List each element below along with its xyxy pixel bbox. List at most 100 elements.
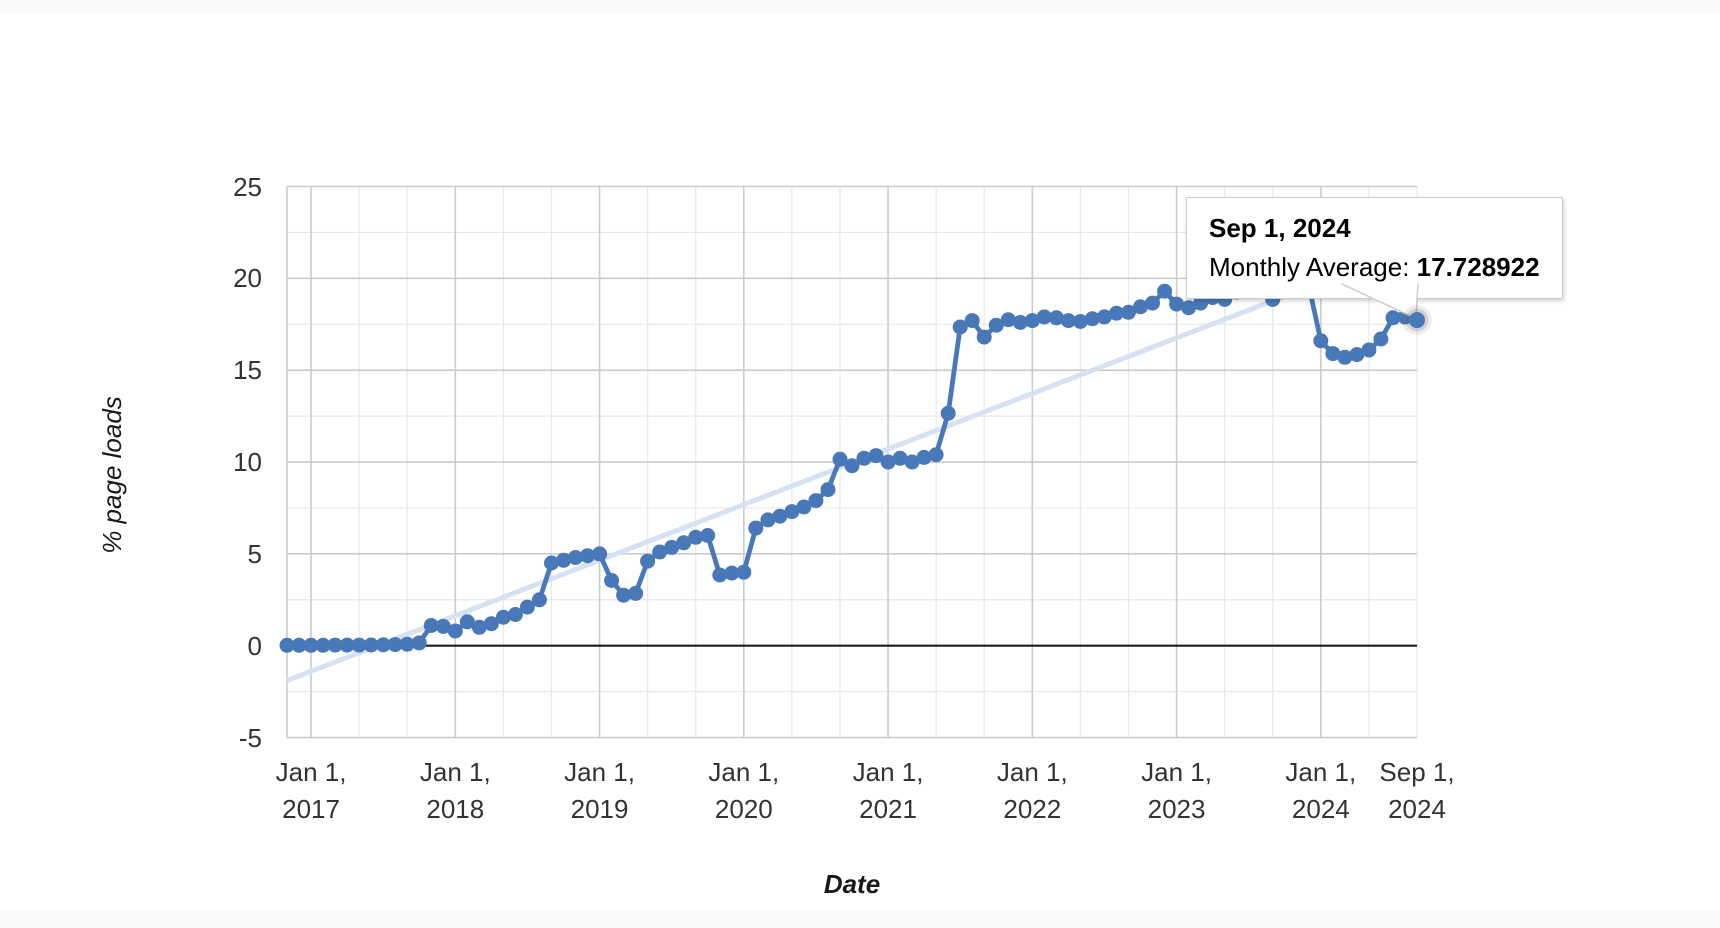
data-point[interactable] bbox=[435, 618, 451, 634]
data-point[interactable] bbox=[904, 454, 920, 470]
data-point[interactable] bbox=[471, 619, 487, 635]
data-point[interactable] bbox=[700, 528, 716, 543]
data-point[interactable] bbox=[375, 637, 391, 653]
x-tick-label: Jan 1, 2023 bbox=[1141, 757, 1212, 824]
data-point[interactable] bbox=[1409, 312, 1425, 328]
y-tick-label: 5 bbox=[247, 538, 262, 569]
data-point[interactable] bbox=[1036, 309, 1052, 325]
data-point[interactable] bbox=[1373, 331, 1389, 347]
data-point[interactable] bbox=[519, 599, 535, 615]
data-point[interactable] bbox=[916, 449, 932, 465]
data-point[interactable] bbox=[952, 319, 968, 335]
data-point[interactable] bbox=[568, 550, 583, 565]
y-tick-label: -5 bbox=[238, 722, 262, 753]
data-point[interactable] bbox=[459, 614, 475, 630]
data-point[interactable] bbox=[1349, 347, 1365, 363]
data-point[interactable] bbox=[1325, 346, 1341, 362]
data-point[interactable] bbox=[856, 450, 872, 466]
data-point[interactable] bbox=[1109, 305, 1124, 321]
data-point[interactable] bbox=[556, 552, 571, 568]
data-point[interactable] bbox=[483, 616, 499, 632]
data-point[interactable] bbox=[1024, 313, 1040, 329]
data-point[interactable] bbox=[940, 405, 956, 421]
data-point[interactable] bbox=[1313, 333, 1329, 349]
data-point[interactable] bbox=[796, 499, 812, 515]
data-point[interactable] bbox=[1337, 349, 1353, 365]
x-tick-label: Jan 1, 2018 bbox=[419, 757, 491, 824]
data-point[interactable] bbox=[411, 635, 427, 651]
data-point[interactable] bbox=[1012, 314, 1028, 330]
x-tick-label: Sep 1, 2024 bbox=[1379, 757, 1455, 824]
data-point[interactable] bbox=[784, 504, 800, 520]
data-point[interactable] bbox=[1169, 296, 1185, 312]
data-point[interactable] bbox=[604, 573, 620, 588]
data-point[interactable] bbox=[447, 623, 463, 639]
data-point[interactable] bbox=[399, 636, 415, 652]
data-point[interactable] bbox=[1133, 299, 1148, 315]
tooltip-date: Sep 1, 2024 bbox=[1209, 213, 1351, 243]
y-tick-label: 10 bbox=[233, 447, 262, 478]
data-point[interactable] bbox=[1157, 283, 1173, 299]
data-point[interactable] bbox=[1121, 304, 1136, 320]
data-point[interactable] bbox=[976, 329, 992, 345]
y-tick-label: 25 bbox=[233, 171, 262, 202]
data-point[interactable] bbox=[351, 637, 367, 653]
data-point[interactable] bbox=[315, 637, 331, 653]
data-point[interactable] bbox=[808, 493, 824, 509]
data-point[interactable] bbox=[303, 637, 319, 653]
x-tick-label: Jan 1, 2022 bbox=[996, 757, 1068, 824]
data-point[interactable] bbox=[880, 454, 896, 470]
data-point[interactable] bbox=[1060, 313, 1076, 329]
data-point[interactable] bbox=[1000, 312, 1016, 328]
data-point[interactable] bbox=[279, 637, 295, 653]
data-point[interactable] bbox=[928, 447, 944, 463]
data-point[interactable] bbox=[652, 544, 668, 560]
tooltip-series-line: Monthly Average: 17.728922 bbox=[1209, 248, 1540, 287]
data-point[interactable] bbox=[363, 637, 379, 653]
data-point[interactable] bbox=[736, 564, 752, 580]
data-point[interactable] bbox=[844, 458, 860, 474]
data-point[interactable] bbox=[507, 607, 523, 622]
data-point[interactable] bbox=[339, 637, 355, 653]
data-point[interactable] bbox=[640, 553, 656, 569]
chart[interactable]: 25 20 15 10 5 0 -5 Jan 1, 2017 Jan 1, 2018 Jan 1… bbox=[0, 13, 1720, 911]
data-point[interactable] bbox=[748, 520, 764, 536]
data-point[interactable] bbox=[832, 451, 848, 467]
page-top-strip bbox=[0, 0, 1720, 13]
data-point[interactable] bbox=[676, 535, 692, 551]
data-point[interactable] bbox=[964, 313, 980, 329]
data-point[interactable] bbox=[688, 529, 704, 545]
tooltip-value: 17.728922 bbox=[1416, 252, 1540, 282]
data-point[interactable] bbox=[1072, 314, 1088, 329]
data-point[interactable] bbox=[628, 585, 644, 601]
data-point[interactable] bbox=[544, 555, 559, 571]
data-point[interactable] bbox=[495, 609, 511, 625]
data-point[interactable] bbox=[327, 637, 343, 653]
data-point[interactable] bbox=[760, 512, 776, 528]
data-point[interactable] bbox=[423, 618, 439, 633]
data-point[interactable] bbox=[387, 637, 403, 653]
y-tick-label: 15 bbox=[233, 355, 262, 386]
data-point[interactable] bbox=[664, 539, 680, 555]
data-point[interactable] bbox=[1193, 295, 1209, 311]
data-point[interactable] bbox=[1048, 310, 1064, 326]
data-point[interactable] bbox=[1084, 311, 1100, 327]
data-point[interactable] bbox=[1361, 342, 1377, 358]
data-point[interactable] bbox=[772, 508, 788, 524]
data-point[interactable] bbox=[712, 567, 728, 583]
data-point[interactable] bbox=[1096, 309, 1112, 325]
data-point[interactable] bbox=[1145, 295, 1160, 311]
data-point[interactable] bbox=[531, 592, 547, 608]
data-point[interactable] bbox=[988, 317, 1004, 333]
data-point[interactable] bbox=[820, 482, 836, 498]
data-point[interactable] bbox=[724, 565, 740, 581]
x-tick-label: Jan 1, 2019 bbox=[564, 757, 635, 824]
data-point[interactable] bbox=[592, 546, 608, 562]
data-point[interactable] bbox=[892, 450, 908, 466]
data-point[interactable] bbox=[868, 448, 884, 464]
data-point[interactable] bbox=[580, 548, 595, 564]
data-point[interactable] bbox=[1181, 300, 1197, 316]
data-point[interactable] bbox=[616, 587, 632, 603]
y-tick-label: 20 bbox=[233, 263, 262, 294]
data-point[interactable] bbox=[291, 637, 307, 653]
